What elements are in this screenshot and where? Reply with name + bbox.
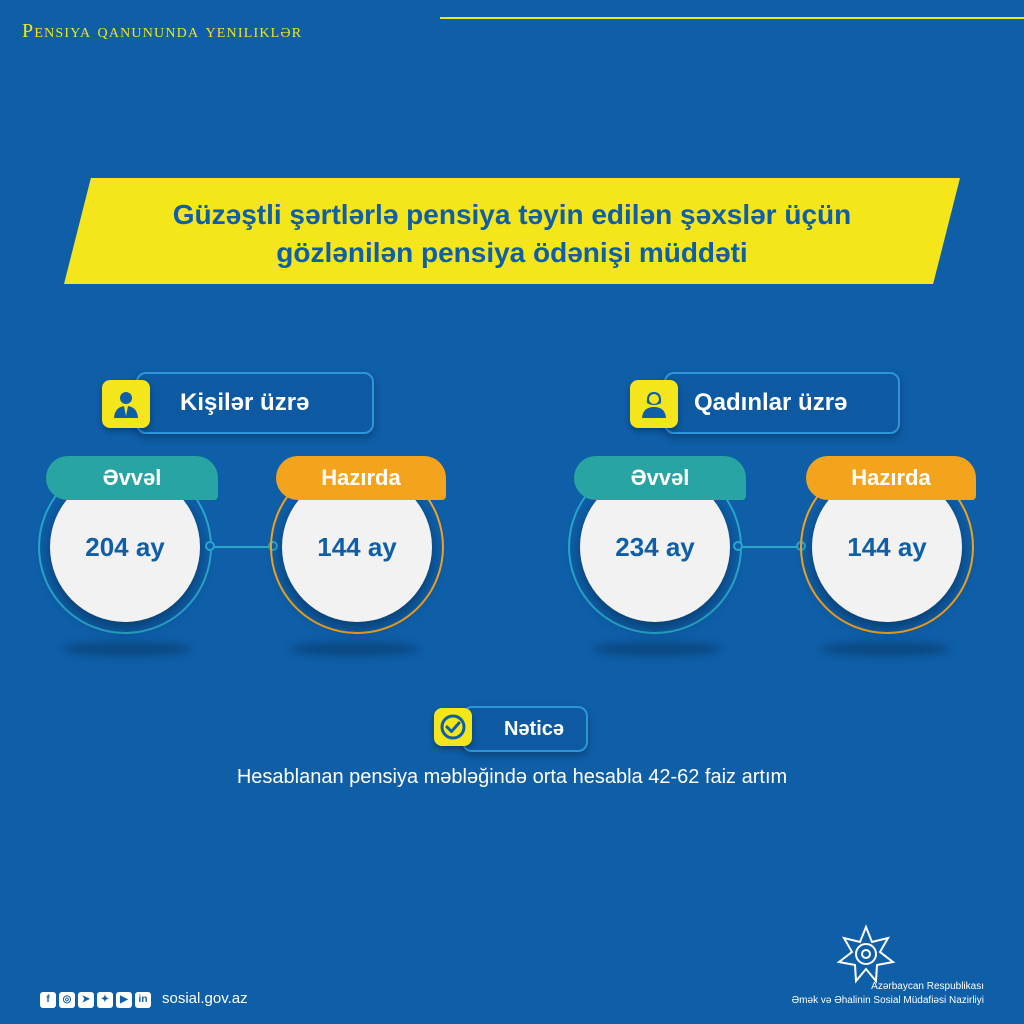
banner-title-line2: gözlənilən pensiya ödənişi müddəti — [276, 237, 748, 268]
twitter-icon[interactable]: ✦ — [97, 992, 113, 1008]
women-now-shadow — [820, 642, 950, 656]
title-banner — [64, 178, 960, 284]
men-before-shadow — [62, 642, 192, 656]
men-connector — [212, 546, 274, 548]
male-person-icon — [102, 380, 150, 428]
banner-title-line1: Güzəştli şərtlərlə pensiya təyin edilən … — [172, 199, 852, 230]
ministry-logo-icon — [836, 924, 896, 984]
men-before-tag: Əvvəl — [46, 456, 218, 500]
page-header-title: Pensiya qanununda yeniliklər — [22, 20, 303, 42]
facebook-icon[interactable]: f — [40, 992, 56, 1008]
men-now-shadow — [290, 642, 420, 656]
youtube-icon[interactable]: ▶ — [116, 992, 132, 1008]
result-text: Hesablanan pensiya məbləğində orta hesab… — [236, 766, 788, 788]
instagram-icon[interactable]: ◎ — [59, 992, 75, 1008]
result-label: Nəticə — [462, 706, 588, 752]
men-category-label: Kişilər üzrə — [136, 372, 374, 434]
women-category-label: Qadınlar üzrə — [664, 372, 900, 434]
women-connector — [740, 546, 802, 548]
women-before-shadow — [592, 642, 722, 656]
organization-line1: Azərbaycan Respublikası — [871, 981, 984, 992]
social-icons: f ◎ ➤ ✦ ▶ in — [40, 992, 151, 1008]
telegram-icon[interactable]: ➤ — [78, 992, 94, 1008]
website-link[interactable]: sosial.gov.az — [162, 990, 248, 1007]
men-connector-dot-start — [205, 541, 215, 551]
women-connector-dot-start — [733, 541, 743, 551]
banner-title: Güzəştli şərtlərlə pensiya təyin edilən … — [64, 196, 960, 272]
linkedin-icon[interactable]: in — [135, 992, 151, 1008]
organization-line2: Əmək və Əhalinin Sosial Müdafiəsi Nazirl… — [791, 995, 984, 1006]
check-circle-icon — [434, 708, 472, 746]
men-now-tag: Hazırda — [276, 456, 446, 500]
women-before-tag: Əvvəl — [574, 456, 746, 500]
header-divider — [440, 17, 1024, 19]
female-person-icon — [630, 380, 678, 428]
women-now-tag: Hazırda — [806, 456, 976, 500]
